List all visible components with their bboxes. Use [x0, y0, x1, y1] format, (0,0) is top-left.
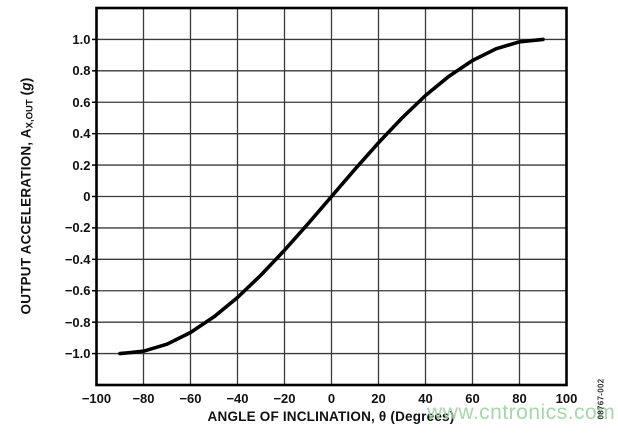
x-tick-label: 40	[418, 391, 433, 406]
y-axis-unit-close: )	[18, 77, 34, 83]
y-tick-label: 0.8	[72, 63, 91, 79]
y-tick-label: −0.6	[64, 283, 91, 299]
x-tick-label: 60	[465, 391, 480, 406]
x-tick-label: 0	[327, 391, 336, 406]
y-tick-label: 1.0	[72, 31, 91, 47]
y-tick-label: 0	[83, 189, 91, 204]
y-tick-label: 0.4	[72, 126, 91, 142]
plot-frame	[95, 6, 568, 387]
watermark: www.cntronics.com	[427, 401, 616, 424]
x-tick-label: −20	[273, 391, 296, 406]
x-tick-label: 20	[371, 391, 386, 406]
y-tick-label: −1.0	[64, 346, 91, 362]
data-curve	[118, 37, 545, 356]
x-tick-label: 80	[512, 391, 527, 406]
y-tick-label: 0.2	[72, 157, 91, 173]
x-tick-label: −80	[132, 391, 155, 406]
y-tick-label: 0.6	[72, 94, 91, 110]
y-axis-unit-open: (	[18, 90, 34, 100]
figure-number: 08767-002	[596, 378, 606, 420]
x-tick-label: −60	[179, 391, 202, 406]
y-tick-label: −0.2	[64, 220, 91, 236]
x-tick-label: −40	[226, 391, 249, 406]
y-tick-label: −0.8	[64, 314, 91, 330]
x-tick-label: −100	[81, 391, 112, 406]
x-axis-title: ANGLE OF INCLINATION, θ (Degrees)	[207, 409, 455, 424]
y-tick-label: −0.4	[64, 251, 91, 267]
x-tick-label: 100	[555, 391, 578, 406]
y-axis-title-text: OUTPUT ACCELERATION, A	[18, 128, 34, 315]
y-axis-unit-symbol: g	[18, 82, 34, 91]
